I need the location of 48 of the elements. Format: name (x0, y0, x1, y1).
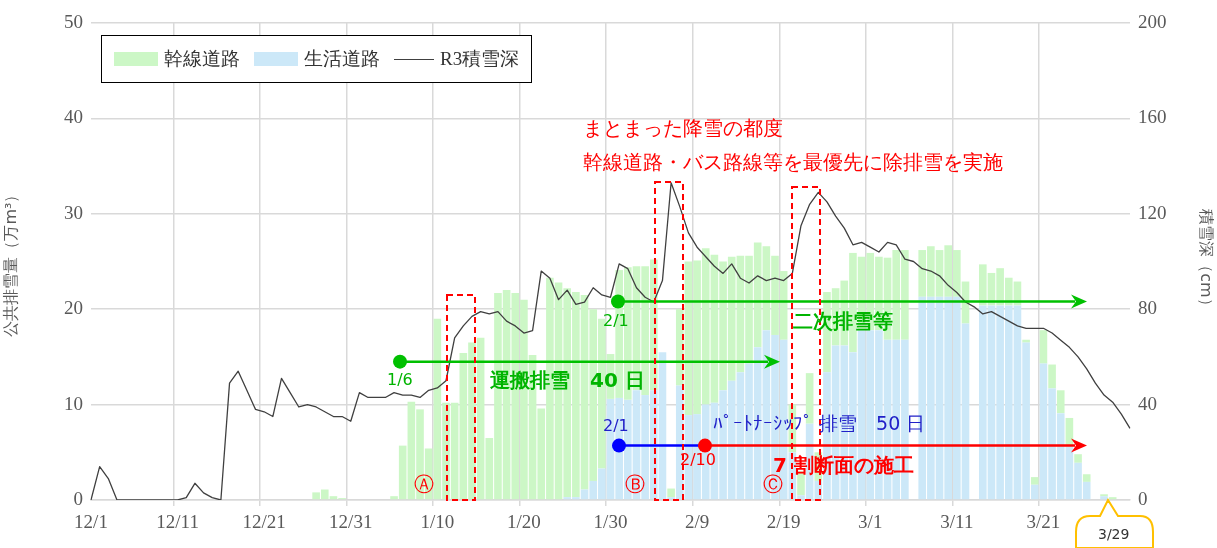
y-tick-label: 10 (64, 392, 83, 414)
annotation: ﾊﾟｰﾄﾅｰｼｯﾌﾟ 排雪 50 日 (713, 411, 926, 434)
x-tick-label: 1/30 (593, 511, 628, 533)
x-tick-label: 2/19 (766, 511, 801, 533)
y2-tick-label: 80 (1138, 297, 1157, 319)
legend-label: R3積雪深 (440, 47, 520, 71)
annotation: 運搬排雪 40 日 (490, 367, 645, 392)
annotation: Ⓑ (625, 472, 645, 496)
y-tick-label: 40 (64, 106, 83, 128)
annotation: まとまった降雪の都度 (583, 116, 783, 140)
text: 3/29 (1098, 526, 1130, 542)
x-tick-label: 12/21 (242, 511, 286, 533)
bar (1048, 364, 1056, 389)
x-tick-label: 12/31 (329, 511, 373, 533)
y2-axis-title: 積雪深（cm） (1197, 209, 1217, 314)
y-tick-label: 0 (73, 487, 83, 509)
annotation: 幹線道路・バス路線等を最優先に除排雪を実施 (583, 150, 1003, 174)
y2-tick-label: 200 (1138, 10, 1167, 32)
y2-tick-label: 40 (1138, 392, 1157, 414)
y2-tick-label: 120 (1138, 201, 1167, 223)
legend-label: 生活道路 (304, 47, 380, 71)
x-tick-label: 3/21 (1026, 511, 1061, 533)
y-axis-title: 公共排雪量（万m³） (0, 186, 20, 337)
annotation: 2/1 (603, 310, 629, 330)
y-tick-label: 50 (64, 10, 83, 32)
y2-tick-label: 0 (1138, 487, 1148, 509)
annotation: 1/6 (387, 369, 413, 389)
x-tick-label: 12/1 (74, 511, 108, 533)
x-tick-label: 2/9 (684, 511, 710, 533)
bar (1082, 474, 1091, 482)
annotation: 二次排雪等 (793, 308, 893, 333)
y-tick-label: 30 (64, 201, 83, 223)
x-tick-label: 1/10 (420, 511, 455, 533)
bar (1056, 390, 1065, 414)
bar (1039, 330, 1048, 364)
legend-label: 幹線道路 (164, 47, 240, 71)
x-tick-label: 3/11 (940, 511, 974, 533)
y2-tick-label: 160 (1138, 106, 1167, 128)
bar (667, 488, 675, 498)
x-tick-label: 12/11 (156, 511, 199, 533)
annotation: 2/1 (603, 415, 629, 435)
annotation: 2/10 (680, 449, 716, 469)
annotation: Ⓐ (414, 472, 434, 496)
x-tick-label: 1/20 (507, 511, 541, 533)
bar (1030, 477, 1039, 485)
x-tick-label: 3/1 (858, 511, 883, 533)
bar (1022, 339, 1030, 343)
y-tick-label: 20 (64, 297, 83, 319)
